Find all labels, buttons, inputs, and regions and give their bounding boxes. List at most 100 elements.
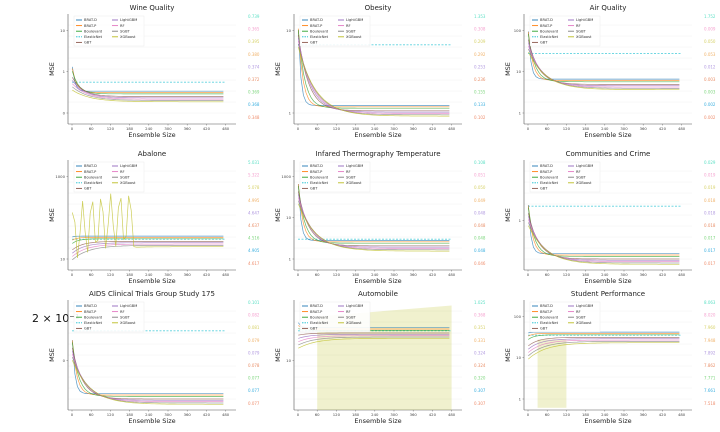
legend-box	[529, 161, 601, 193]
legend-label: BRAT-D	[540, 18, 553, 22]
legend-label: ElasticNet	[310, 181, 329, 185]
y-tick-label: 10	[286, 358, 291, 363]
series-final-value: 0.351	[474, 325, 486, 330]
series-final-value: 0.017	[704, 248, 716, 253]
legend-label: SGBT	[120, 175, 131, 179]
series-final-value: 0.077	[248, 401, 260, 406]
legend-label: BRAT-D	[310, 18, 323, 22]
legend-label: LightGBM	[120, 164, 137, 168]
series-final-value: 4.637	[248, 223, 260, 228]
series-line	[71, 66, 224, 92]
series-final-value: 0.324	[474, 363, 486, 368]
series-final-value: 7.661	[704, 388, 716, 393]
legend-box	[299, 15, 371, 47]
series-line	[72, 238, 224, 244]
series-line	[528, 334, 680, 340]
chart-title: Infared Thermography Temperature	[315, 150, 440, 158]
legend-label: GBT	[540, 327, 548, 331]
legend-label: RF	[576, 170, 581, 174]
x-tick-label: 420	[203, 412, 211, 417]
series-final-value: 0.081	[248, 325, 260, 330]
legend-label: BRAT-D	[310, 164, 323, 168]
series-final-value: 0.155	[474, 90, 486, 95]
legend-box	[73, 161, 145, 193]
x-tick-label: 180	[582, 126, 590, 131]
chart-title: Communities and Crime	[566, 150, 651, 158]
x-tick-label: 180	[126, 412, 134, 417]
legend-label: Boulevard	[310, 315, 328, 319]
series-line	[297, 200, 450, 251]
series-line	[527, 207, 680, 257]
series-line	[297, 47, 450, 117]
x-tick-label: 360	[640, 126, 648, 131]
series-final-value: 0.048	[474, 236, 486, 241]
legend-label: Boulevard	[540, 29, 558, 33]
series-final-value: 0.078	[248, 363, 260, 368]
legend-label: GBT	[84, 41, 92, 45]
x-tick-label: 120	[107, 412, 115, 417]
series-line	[71, 193, 224, 259]
x-tick-label: 240	[601, 412, 609, 417]
x-axis-label: Ensemble Size	[354, 277, 401, 285]
series-line	[297, 29, 450, 106]
x-tick-label: 300	[620, 126, 628, 131]
legend-label: LightGBM	[120, 304, 137, 308]
legend-label: LightGBM	[346, 164, 363, 168]
series-final-value: 0.050	[474, 185, 486, 190]
series-line	[71, 340, 224, 396]
y-tick-label: 1	[289, 110, 292, 115]
series-line	[72, 235, 224, 238]
series-final-value: 4.647	[248, 210, 260, 215]
series-line	[297, 30, 450, 109]
x-tick-label: 240	[371, 272, 379, 277]
y-tick-label: 0	[63, 110, 66, 115]
x-tick-label: 0	[71, 412, 74, 417]
x-tick-label: 360	[410, 272, 418, 277]
x-tick-label: 180	[582, 272, 590, 277]
series-final-value: 0.019	[704, 173, 716, 178]
series-line	[297, 185, 450, 244]
x-tick-label: 60	[545, 272, 550, 277]
series-line	[72, 243, 224, 257]
series-final-value: 5.078	[248, 185, 260, 190]
legend-label: SGBT	[346, 315, 357, 319]
legend-label: GBT	[540, 41, 548, 45]
y-tick-label: 10	[516, 355, 521, 360]
x-tick-label: 180	[352, 272, 360, 277]
series-line	[72, 83, 224, 100]
x-tick-label: 0	[527, 412, 530, 417]
x-tick-label: 300	[620, 272, 628, 277]
series-line	[71, 68, 224, 93]
series-final-value: 4.617	[248, 261, 260, 266]
series-final-value: 8.020	[704, 313, 716, 318]
legend-label: XGBoost	[346, 35, 362, 39]
chart-title: AIDS Clinical Trials Group Study 175	[89, 290, 215, 298]
x-tick-label: 420	[429, 126, 437, 131]
y-axis-label: MSE	[274, 62, 282, 76]
series-final-value: 0.049	[474, 198, 486, 203]
series-line	[72, 237, 224, 241]
y-tick-label: 10	[60, 256, 65, 261]
x-tick-label: 0	[297, 412, 300, 417]
x-axis-label: Ensemble Size	[584, 131, 631, 139]
legend-label: BRAT-P	[540, 24, 553, 28]
x-tick-label: 0	[527, 272, 530, 277]
legend-label: XGBoost	[120, 35, 136, 39]
x-tick-label: 480	[678, 272, 686, 277]
legend-label: Boulevard	[84, 315, 102, 319]
chart-panel: Infared Thermography Temperature 0 60 120 18…	[274, 150, 486, 285]
series-line	[71, 342, 224, 397]
legend-label: RF	[346, 310, 351, 314]
series-line	[71, 350, 224, 401]
series-line	[297, 43, 450, 116]
legend-box	[529, 301, 601, 333]
series-final-value: 7.862	[704, 363, 716, 368]
series-line	[527, 205, 680, 256]
x-tick-label: 300	[164, 272, 172, 277]
panels: Wine Quality 0 60 120 180 240 300 360 420 480 Ense…	[48, 4, 716, 425]
series-final-value: 0.018	[704, 198, 716, 203]
series-line	[298, 337, 450, 349]
x-tick-label: 240	[371, 126, 379, 131]
